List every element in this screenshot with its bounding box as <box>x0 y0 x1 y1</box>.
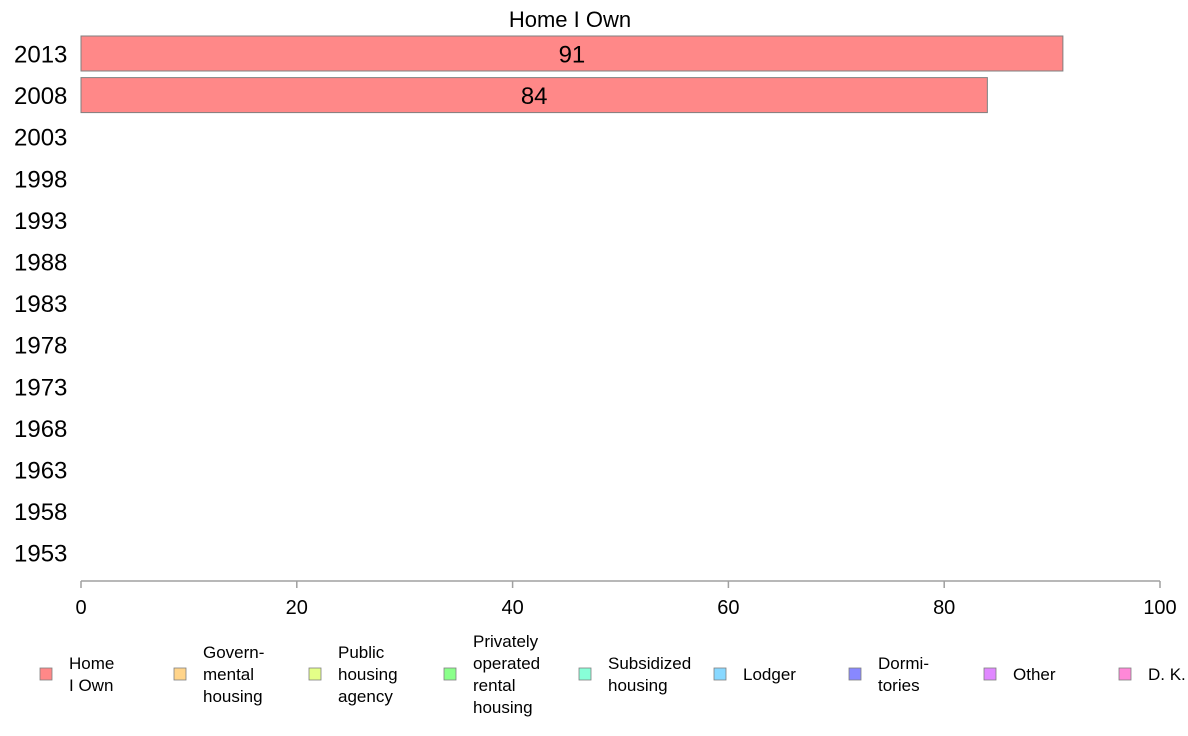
legend-swatch <box>443 667 457 681</box>
legend-label: Home <box>69 654 114 673</box>
legend-item: D. K. <box>1118 665 1186 684</box>
category-label: 1973 <box>14 374 67 401</box>
bars-group: 91 84 <box>80 35 1064 114</box>
legend-label: I Own <box>69 676 113 695</box>
x-tick-label: 60 <box>717 597 739 619</box>
legend-item: Other <box>983 665 1056 684</box>
x-axis: 0 20 40 60 80 100 <box>75 580 1177 619</box>
legend-swatch <box>983 667 997 681</box>
category-label: 1978 <box>14 333 67 360</box>
x-tick-label: 0 <box>75 597 86 619</box>
x-tick-label: 20 <box>286 597 308 619</box>
legend-label: housing <box>338 665 398 684</box>
category-label: 1963 <box>14 458 67 485</box>
category-label: 2003 <box>14 125 67 152</box>
legend-label: Lodger <box>743 665 796 684</box>
category-label: 1983 <box>14 291 67 318</box>
legend-item: Dormi-tories <box>848 654 929 695</box>
category-label: 1998 <box>14 166 67 193</box>
legend-label: operated <box>473 654 540 673</box>
category-label: 2013 <box>14 42 67 69</box>
legend-item: Privately operated rental housing <box>443 632 540 717</box>
legend-label: agency <box>338 687 393 706</box>
legend-swatch <box>578 667 592 681</box>
category-label: 1968 <box>14 416 67 443</box>
legend-label: Dormi- <box>878 654 929 673</box>
legend-label: mental <box>203 665 254 684</box>
legend-label: housing <box>473 698 533 717</box>
category-label: 1953 <box>14 541 67 568</box>
legend-label: Public <box>338 643 385 662</box>
legend-swatch <box>848 667 862 681</box>
chart-title: Home I Own <box>509 7 631 32</box>
legend-item: Home I Own <box>39 654 114 695</box>
legend-swatch <box>39 667 53 681</box>
legend-swatch <box>713 667 727 681</box>
legend-label: Other <box>1013 665 1056 684</box>
legend-item: Lodger <box>713 665 796 684</box>
category-label: 1993 <box>14 208 67 235</box>
category-label: 1958 <box>14 499 67 526</box>
category-label: 2008 <box>14 83 67 110</box>
legend: Home I Own Govern-mental housing Public hous… <box>39 632 1186 717</box>
legend-item: Subsidized housing <box>578 654 691 695</box>
legend-label: D. K. <box>1148 665 1186 684</box>
bar <box>80 35 1064 72</box>
x-tick-label: 40 <box>501 597 523 619</box>
legend-swatch <box>1118 667 1132 681</box>
legend-label: housing <box>203 687 263 706</box>
data-label: 91 <box>559 42 586 69</box>
legend-label: rental <box>473 676 516 695</box>
legend-label: housing <box>608 676 668 695</box>
legend-swatch <box>308 667 322 681</box>
category-label: 1988 <box>14 250 67 277</box>
x-tick-label: 100 <box>1143 597 1176 619</box>
legend-label: tories <box>878 676 920 695</box>
legend-swatch <box>173 667 187 681</box>
legend-item: Govern-mental housing <box>173 643 264 706</box>
category-labels: 2013 2008 2003 1998 1993 1988 1983 1978 1973 1968… <box>14 42 67 568</box>
x-tick-label: 80 <box>933 597 955 619</box>
legend-label: Privately <box>473 632 539 651</box>
bar <box>80 77 988 114</box>
data-label: 84 <box>521 83 548 110</box>
legend-item: Public housing agency <box>308 643 398 706</box>
legend-label: Subsidized <box>608 654 691 673</box>
legend-label: Govern- <box>203 643 264 662</box>
